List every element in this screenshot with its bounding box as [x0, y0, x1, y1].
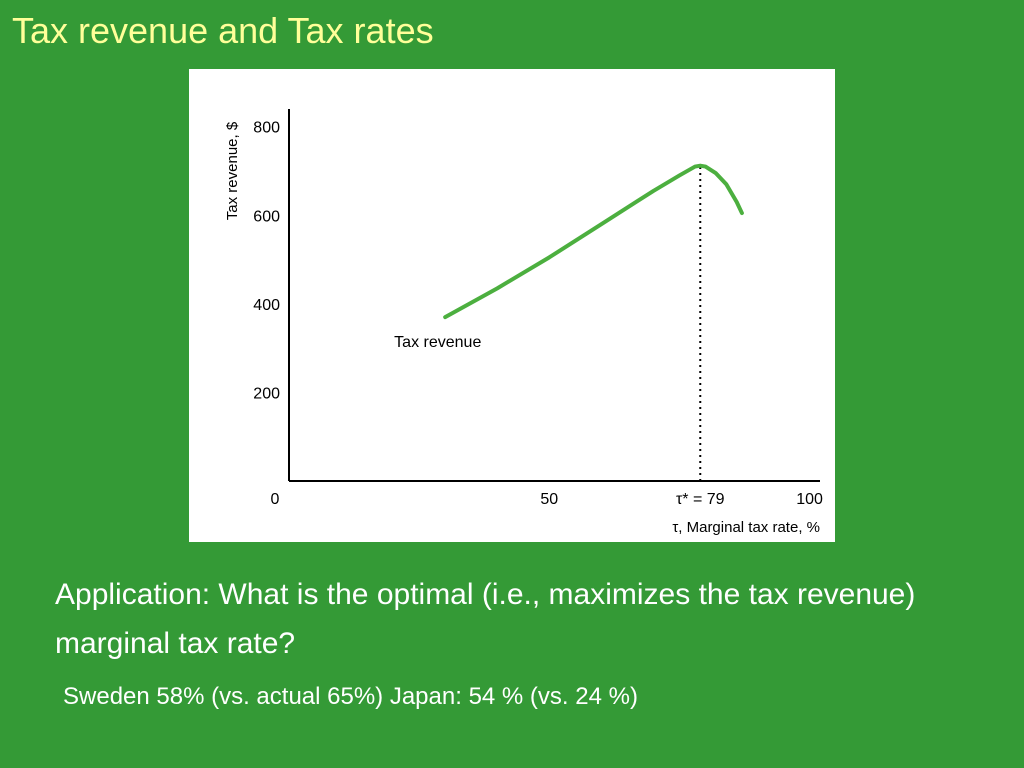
- y-tick-label: 400: [253, 297, 280, 314]
- tax-revenue-chart: Tax revenue, $ τ, Marginal tax rate, % 2…: [224, 109, 823, 536]
- y-tick-label: 800: [253, 120, 280, 137]
- chart-marks: Tax revenue: [394, 163, 744, 481]
- y-tick-label: 600: [253, 208, 280, 225]
- x-tick-label: 0: [271, 491, 280, 508]
- x-tick-label: 50: [540, 491, 558, 508]
- chart-panel: Tax revenue, $ τ, Marginal tax rate, % 2…: [189, 69, 835, 542]
- example-note: Sweden 58% (vs. actual 65%) Japan: 54 % …: [63, 683, 638, 710]
- chart-ticks: 200 400 600 800 0 50 τ* = 79 100: [253, 120, 823, 508]
- series-label: Tax revenue: [394, 334, 481, 351]
- y-tick-label: 200: [253, 385, 280, 402]
- slide-title: Tax revenue and Tax rates: [12, 10, 434, 51]
- y-axis-label: Tax revenue, $: [224, 121, 241, 220]
- tax-revenue-curve: [443, 163, 744, 320]
- x-tick-label: τ* = 79: [676, 491, 725, 508]
- question-text: Application: What is the optimal (i.e., …: [55, 578, 916, 660]
- chart-axes: [288, 109, 820, 482]
- x-axis-label: τ, Marginal tax rate, %: [672, 519, 820, 536]
- x-tick-label: 100: [796, 491, 823, 508]
